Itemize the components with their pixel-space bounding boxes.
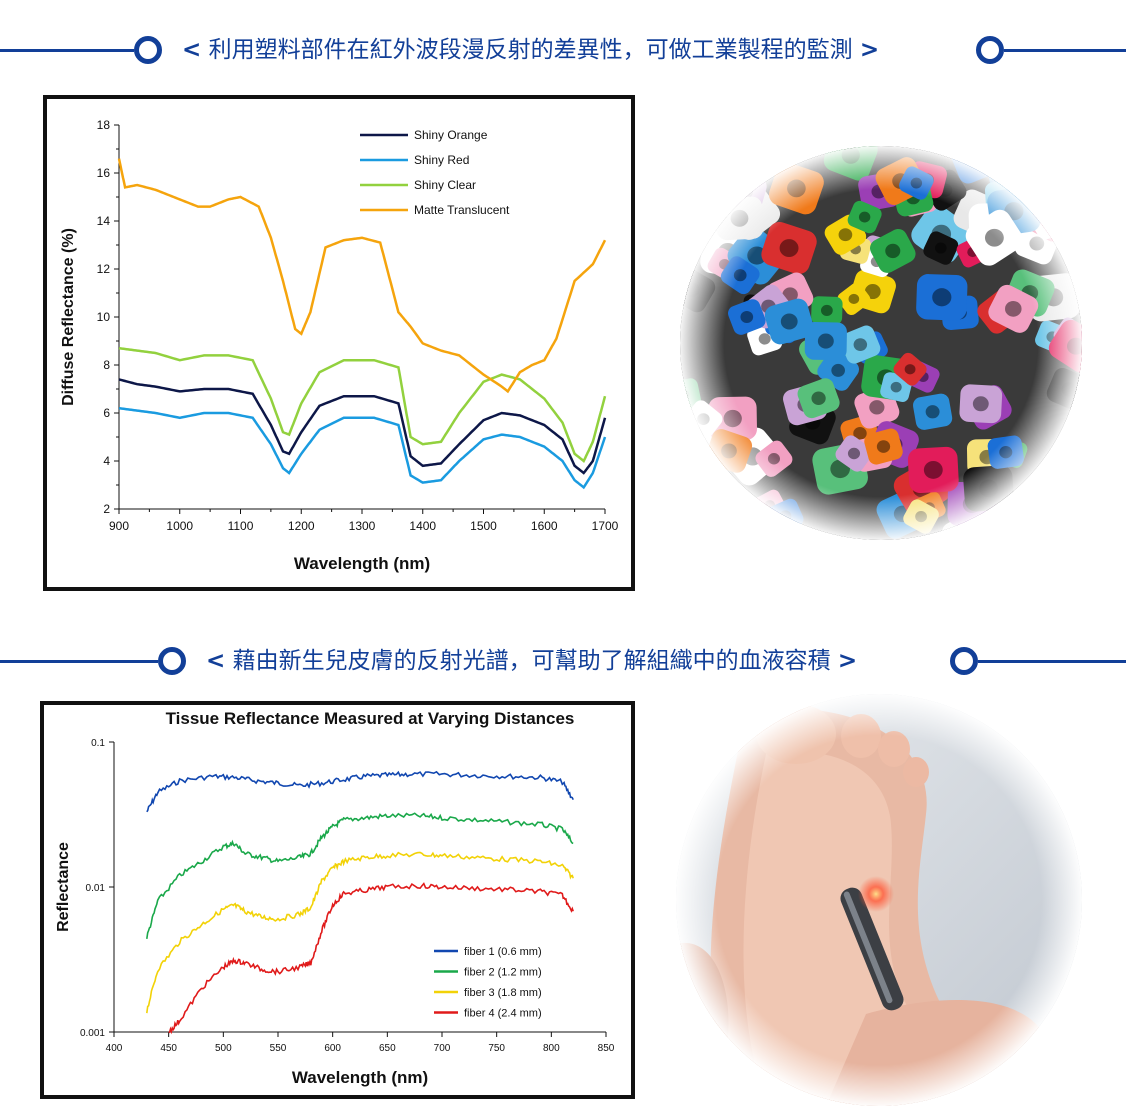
bead [1052,146,1082,185]
y-axis-label: Reflectance [55,842,72,932]
x-tick-label: 800 [543,1043,560,1054]
legend-entry: fiber 1 (0.6 mm) [464,946,542,958]
series-line [118,406,607,490]
chart-panel-diffuse-reflectance: 900 1000 1100 1200 1300 1400 1500 1600 1700 2 4 6 8 1… [43,95,635,591]
circle-bullet-icon [976,36,1004,64]
x-tick-label: 1100 [228,519,254,533]
x-tick-label: 700 [434,1043,451,1054]
chart-diffuse-reflectance: 900 1000 1100 1200 1300 1400 1500 1600 1700 2 4 6 8 1… [60,118,619,573]
section-title-top: < 利用塑料部件在紅外波段漫反射的差異性，可做工業製程的監測 > [182,36,879,64]
legend-entry: fiber 3 (1.8 mm) [464,987,542,999]
legend-entry: fiber 4 (2.4 mm) [464,1008,542,1020]
x-tick-label: 750 [488,1043,505,1054]
bead [694,146,746,193]
y-tick-label: 6 [103,406,110,420]
legend-entry: fiber 2 (1.2 mm) [464,967,542,979]
y-tick-label: 10 [97,310,111,324]
series-line [118,346,607,463]
x-tick-label: 1600 [531,519,558,533]
bracket-open: < [206,648,226,674]
bead [1036,155,1069,187]
bead [685,149,728,189]
bead [1024,155,1076,203]
y-tick-label: 4 [103,454,110,468]
bracket-close: > [837,648,858,674]
x-tick-label: 900 [109,519,129,533]
x-tick-label: 450 [160,1043,177,1054]
section-title-text: 藉由新生兒皮膚的反射光譜，可幫助了解組織中的血液容積 [232,648,831,674]
y-tick-label: 0.01 [86,883,106,894]
bead [1027,146,1082,173]
x-tick-label: 1500 [470,519,497,533]
series-line [117,158,607,394]
x-axis-label: Wavelength (nm) [292,1068,428,1087]
x-tick-label: 1200 [288,519,315,533]
y-tick-label: 18 [97,118,111,132]
y-tick-label: 8 [103,358,110,372]
section-header-top: < 利用塑料部件在紅外波段漫反射的差異性，可做工業製程的監測 > [0,36,1126,66]
series-line [146,812,574,940]
section-header-bottom: < 藉由新生兒皮膚的反射光譜，可幫助了解組織中的血液容積 > [0,647,1126,677]
plastic-beads-image [680,146,1082,540]
section-title-bottom: < 藉由新生兒皮膚的反射光譜，可幫助了解組織中的血液容積 > [206,647,857,675]
infant-foot-probe-photo [676,694,1082,1106]
x-tick-label: 1700 [592,519,619,533]
section-title-text: 利用塑料部件在紅外波段漫反射的差異性，可做工業製程的監測 [208,37,853,63]
bead [1052,181,1082,232]
x-tick-label: 500 [215,1043,232,1054]
y-tick-label: 0.1 [91,738,105,749]
bracket-close: > [859,37,880,63]
bead [680,432,706,468]
y-tick-label: 12 [97,262,111,276]
bead [680,468,731,518]
plastic-beads-photo [680,146,1082,540]
legend-entry: Shiny Clear [414,178,476,192]
bead [683,476,719,510]
bead [680,510,718,540]
y-tick-label: 14 [97,214,111,228]
legend-entry: Shiny Orange [414,128,488,142]
series-line [146,851,574,1014]
y-axis-label: Diffuse Reflectance (%) [60,228,77,406]
x-tick-label: 550 [270,1043,287,1054]
series-line [118,378,607,475]
bead [680,146,708,180]
x-tick-label: 1000 [166,519,193,533]
header-line-right [978,660,1126,663]
header-line-right [1004,49,1126,52]
x-tick-label: 1300 [349,519,376,533]
x-axis-label: Wavelength (nm) [294,554,430,573]
bead [723,515,767,540]
y-tick-label: 16 [97,166,111,180]
y-tick-label: 0.001 [80,1028,105,1039]
bead [695,501,752,540]
x-tick-label: 400 [106,1043,123,1054]
legend-entry: Matte Translucent [414,203,510,217]
x-tick-label: 850 [598,1043,615,1054]
bead [693,146,732,164]
chart-panel-tissue-reflectance: Tissue Reflectance Measured at Varying D… [40,701,635,1099]
series-line [168,882,574,1035]
bracket-open: < [182,37,202,63]
header-line-left [0,49,134,52]
chart-tissue-reflectance: Tissue Reflectance Measured at Varying D… [55,709,615,1087]
series-line [146,770,574,813]
x-tick-label: 1400 [409,519,436,533]
legend-entry: Shiny Red [414,153,469,167]
x-tick-label: 650 [379,1043,396,1054]
x-tick-label: 600 [324,1043,341,1054]
y-tick-label: 2 [103,502,110,516]
bead [680,146,728,200]
header-line-left [0,660,158,663]
circle-bullet-icon [158,647,186,675]
circle-bullet-icon [134,36,162,64]
infant-foot-image [676,694,1082,1106]
chart-title: Tissue Reflectance Measured at Varying D… [166,709,575,728]
circle-bullet-icon [950,647,978,675]
